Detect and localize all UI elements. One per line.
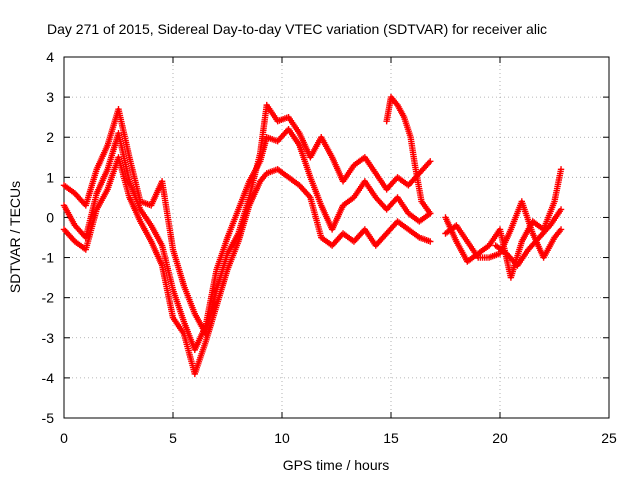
y-tick-label: -4 (42, 370, 55, 386)
y-tick-label: -2 (42, 290, 55, 306)
y-tick-label: 4 (46, 49, 54, 65)
series-track-g (492, 206, 565, 269)
x-axis-label: GPS time / hours (283, 457, 390, 473)
x-tick-label: 25 (601, 430, 617, 446)
series-track-b (60, 126, 434, 354)
y-tick-label: -1 (42, 250, 55, 266)
y-tick-labels: -5 -4 -3 -2 -1 0 1 2 3 4 (42, 49, 55, 426)
series-track-f (442, 198, 565, 261)
x-tick-labels: 0 5 10 15 20 25 (60, 430, 617, 446)
data-point (427, 238, 434, 245)
data-point (557, 206, 565, 213)
y-tick-label: 1 (46, 169, 54, 185)
y-tick-label: 3 (46, 89, 54, 105)
axis-ticks (63, 56, 610, 419)
data-point (427, 158, 434, 165)
series-track-c (60, 154, 434, 378)
data-point (427, 210, 434, 217)
x-tick-label: 15 (383, 430, 399, 446)
data-point (557, 226, 565, 233)
x-tick-label: 0 (60, 430, 68, 446)
x-tick-label: 20 (492, 430, 508, 446)
x-tick-label: 5 (169, 430, 177, 446)
y-axis-label: SDTVAR / TECUs (7, 181, 23, 293)
series-track-e (442, 166, 565, 281)
y-tick-label: 2 (46, 129, 54, 145)
y-tick-label: -5 (42, 410, 55, 426)
y-tick-label: -3 (42, 330, 55, 346)
data-points (60, 93, 565, 378)
series-track-d (383, 93, 434, 217)
data-point (557, 166, 565, 173)
chart-title: Day 271 of 2015, Sidereal Day-to-day VTE… (47, 21, 547, 37)
y-tick-label: 0 (46, 209, 54, 225)
plot-frame (63, 56, 610, 419)
x-tick-label: 10 (274, 430, 290, 446)
